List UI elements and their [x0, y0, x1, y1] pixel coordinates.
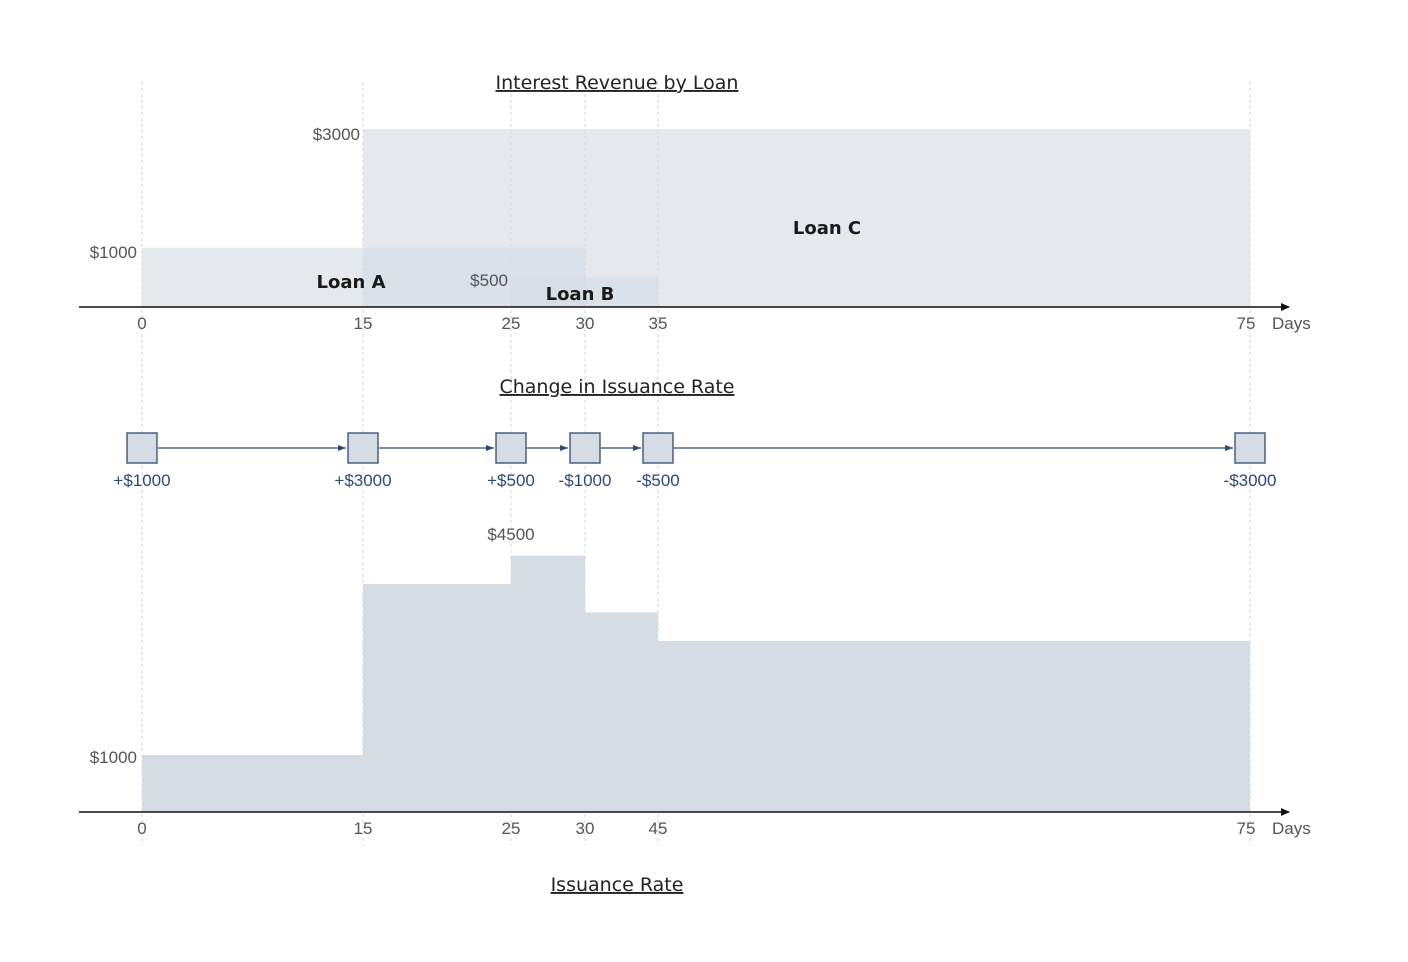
issuance-step-bar [658, 641, 1250, 812]
issuance-step-bar [142, 755, 363, 812]
x-tick-label: 25 [502, 314, 521, 333]
change-label: -$3000 [1224, 471, 1277, 490]
change-node [347, 432, 379, 464]
x-tick-label: 30 [576, 314, 595, 333]
x-tick-label: 25 [502, 819, 521, 838]
loan-bar [511, 277, 658, 307]
change-label: +$1000 [113, 471, 170, 490]
x-tick-label: 0 [137, 314, 146, 333]
issuance-step-bar [511, 555, 585, 812]
change-label: -$1000 [559, 471, 612, 490]
top-panel-title: Interest Revenue by Loan [496, 72, 739, 94]
change-label: +$500 [487, 471, 535, 490]
loan-amount-label: $1000 [90, 243, 137, 262]
x-tick-label: 15 [354, 819, 373, 838]
change-label: +$3000 [334, 471, 391, 490]
loan-name-label: Loan B [546, 284, 615, 305]
x-tick-label: 75 [1237, 314, 1256, 333]
x-tick-label: 35 [649, 314, 668, 333]
middle-panel-title: Change in Issuance Rate [499, 376, 734, 398]
issuance-value-label: $1000 [90, 748, 137, 767]
x-tick-label: 30 [576, 819, 595, 838]
issuance-step-bar [363, 584, 511, 812]
x-tick-label: 75 [1237, 819, 1256, 838]
bottom-panel: $1000 $4500 0 15 25 30 45 75 Days Issuance Rat… [79, 525, 1311, 896]
loan-name-label: Loan A [317, 272, 386, 293]
issuance-value-label: $4500 [487, 525, 534, 544]
middle-panel: Change in Issuance Rate +$1000 +$3000 +$50… [113, 376, 1276, 490]
top-panel: Interest Revenue by Loan Loan A $1000 Loan… [79, 72, 1311, 333]
change-node [642, 432, 674, 464]
change-label: -$500 [636, 471, 679, 490]
change-node [126, 432, 158, 464]
change-node [569, 432, 601, 464]
bottom-panel-title: Issuance Rate [551, 874, 684, 896]
loan-amount-label: $500 [470, 271, 508, 290]
x-tick-label: 0 [137, 819, 146, 838]
loan-name-label: Loan C [793, 218, 861, 239]
issuance-step-bar [585, 612, 658, 812]
loan-amount-label: $3000 [313, 125, 360, 144]
x-tick-label: 15 [354, 314, 373, 333]
change-node [495, 432, 527, 464]
top-axis-unit: Days [1272, 314, 1311, 333]
change-node [1234, 432, 1266, 464]
x-tick-label: 45 [649, 819, 668, 838]
bottom-axis-unit: Days [1272, 819, 1311, 838]
